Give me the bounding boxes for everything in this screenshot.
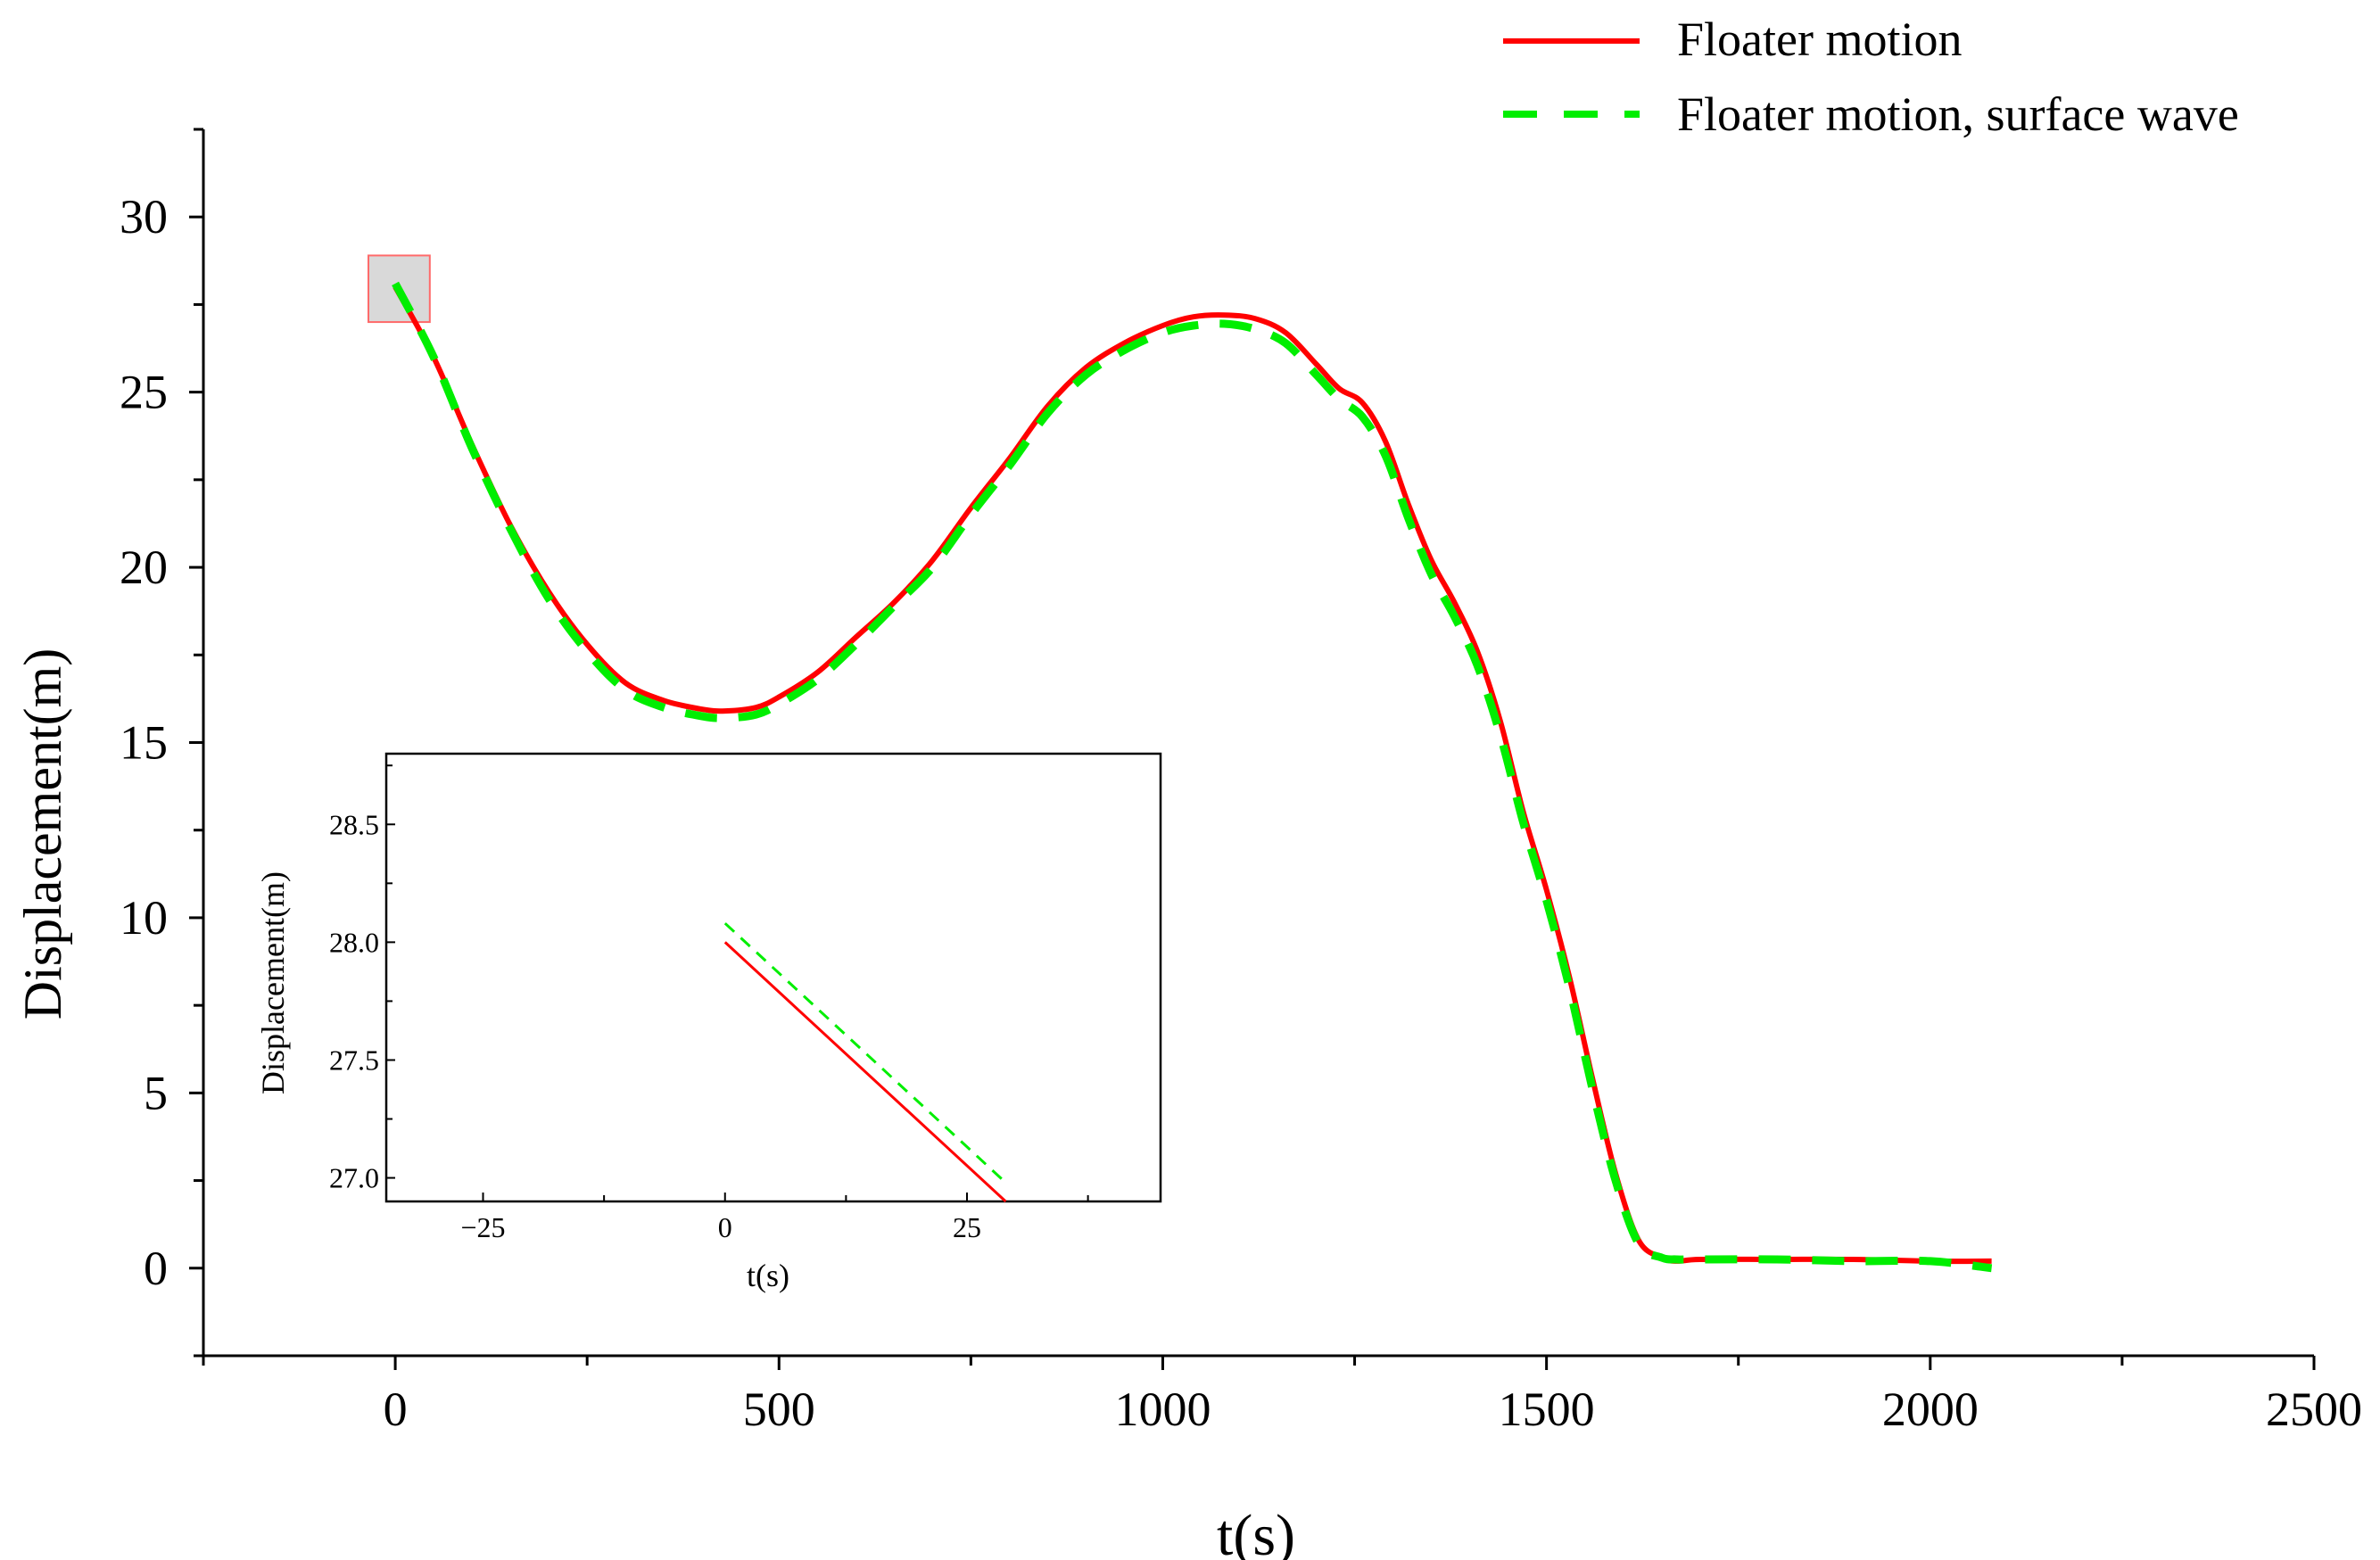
- main-y-tick-label: 0: [144, 1242, 168, 1295]
- main-y-tick-labels: 0 5 10 15 20 25 30: [120, 190, 168, 1295]
- inset-x-tick-labels: −25 0 25: [460, 1211, 981, 1243]
- inset-chart: −25 0 25 27.0 27.5 28.0 28.5 t(s) Displacemen…: [255, 752, 1162, 1293]
- main-y-tick-label: 30: [120, 190, 168, 243]
- inset-y-tick-label: 27.5: [329, 1044, 379, 1076]
- inset-series: [723, 922, 1007, 1203]
- inset-x-tick-label: 0: [718, 1211, 732, 1243]
- main-x-tick-label: 2500: [2266, 1383, 2362, 1436]
- inset-y-tick-label: 28.0: [329, 926, 379, 958]
- main-series: [392, 281, 1993, 1273]
- inset-y-tick-labels: 27.0 27.5 28.0 28.5: [329, 808, 379, 1193]
- inset-x-tick-label: 25: [953, 1211, 981, 1243]
- main-y-tick-label: 15: [120, 716, 168, 770]
- inset-y-axis-label: Displacement(m): [255, 871, 291, 1094]
- main-y-axis-label: Displacement(m): [13, 648, 72, 1020]
- inset-x-axis-label: t(s): [747, 1258, 789, 1293]
- inset-y-tick-label: 28.5: [329, 808, 379, 840]
- legend-label-floater-motion-surface-wave: Floater motion, surface wave: [1677, 87, 2239, 141]
- inset-axes: [384, 752, 1162, 1203]
- legend: Floater motion Floater motion, surface w…: [1503, 12, 2239, 141]
- main-x-tick-label: 2000: [1882, 1383, 1979, 1436]
- main-axes: [189, 128, 2316, 1370]
- main-x-tick-label: 1500: [1499, 1383, 1595, 1436]
- inset-y-tick-label: 27.0: [329, 1162, 379, 1194]
- inset-frame: [384, 752, 1162, 1203]
- main-y-tick-label: 5: [144, 1066, 168, 1119]
- inset-x-tick-label: −25: [460, 1211, 505, 1243]
- main-y-tick-label: 25: [120, 366, 168, 419]
- legend-label-floater-motion: Floater motion: [1677, 12, 1962, 66]
- main-y-tick-label: 20: [120, 541, 168, 594]
- inset-background: [386, 754, 1161, 1201]
- main-x-tick-label: 0: [384, 1383, 408, 1436]
- main-y-tick-label: 10: [120, 891, 168, 945]
- inset-series-line-floater-motion: [723, 941, 1007, 1203]
- series-line-floater-motion: [393, 285, 1992, 1265]
- main-x-tick-labels: 0 500 1000 1500 2000 2500: [384, 1383, 2362, 1436]
- main-x-tick-label: 500: [743, 1383, 815, 1436]
- main-x-axis-label: t(s): [1217, 1503, 1295, 1560]
- main-chart: 0 500 1000 1500 2000 2500 0 5 10 15 20 25 30 t(s) D…: [13, 128, 2362, 1560]
- main-x-tick-label: 1000: [1114, 1383, 1211, 1436]
